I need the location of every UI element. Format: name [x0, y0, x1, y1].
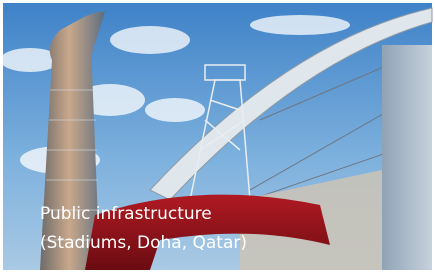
page: Public infrastructure (Stadiums, Doha, Q…: [0, 0, 435, 273]
caption-line: Public infrastructure: [40, 204, 212, 224]
building: [382, 45, 432, 270]
photo: Public infrastructure (Stadiums, Doha, Q…: [0, 0, 435, 273]
caption-line: (Stadiums, Doha, Qatar): [40, 233, 247, 253]
